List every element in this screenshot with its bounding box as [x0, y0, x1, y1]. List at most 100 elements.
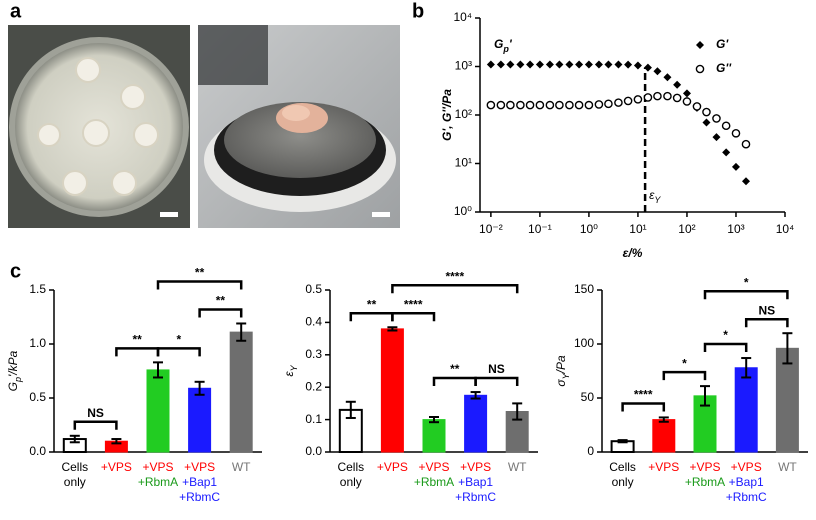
x-tick-label: 10⁰	[580, 222, 598, 236]
error-bar	[153, 361, 163, 379]
point	[643, 93, 653, 102]
significance-bracket	[391, 284, 519, 294]
point	[555, 60, 564, 69]
error-bar	[387, 326, 398, 332]
label-part: '/kPa	[6, 350, 20, 377]
yield-annotation: εY	[649, 188, 661, 205]
point	[535, 100, 545, 110]
point	[486, 60, 495, 69]
label-part: G	[6, 382, 20, 391]
error-bar	[194, 380, 205, 396]
y-tick-label: 50	[581, 390, 595, 404]
x-tick-label-line: only	[340, 475, 362, 489]
x-tick-label: +VPS +Bap1 +RbmC	[179, 460, 220, 504]
point	[623, 96, 633, 106]
label-part: /Pa	[554, 355, 568, 374]
point	[702, 118, 711, 127]
point	[604, 60, 613, 69]
point	[663, 73, 672, 82]
significance-bracket	[156, 280, 243, 290]
x-tick-label-line: +VPS	[142, 460, 173, 474]
x-tick-label-line: Cells	[609, 460, 636, 474]
significance-label: NS	[488, 362, 505, 376]
bar	[652, 419, 676, 453]
x-tick-label-line: +VPS	[460, 460, 491, 474]
photo-petri-dish	[8, 25, 190, 228]
point	[575, 60, 584, 69]
point	[526, 60, 535, 69]
x-tick-label-line: WT	[778, 460, 797, 474]
significance-label: ****	[634, 388, 653, 402]
x-tick-label: Cells only	[337, 460, 364, 489]
panel-label: c	[10, 260, 21, 282]
error-bar	[741, 357, 752, 379]
x-tick-label: WT	[508, 460, 527, 474]
x-tick-label: +VPS +RbmA	[414, 460, 454, 489]
point	[506, 60, 515, 69]
point	[584, 60, 593, 69]
error-bar	[617, 439, 628, 444]
label-part: Y	[289, 364, 299, 371]
x-tick-label-line: Cells	[61, 460, 88, 474]
x-tick-label-line: +RbmA	[138, 475, 178, 489]
error-bar	[236, 322, 247, 342]
legend-marker	[695, 64, 705, 74]
y-axis-label: Gp'/kPa	[6, 350, 23, 391]
x-tick-label: 10⁻¹	[528, 222, 552, 236]
significance-label: **	[216, 294, 226, 308]
point	[624, 60, 633, 69]
point	[535, 60, 544, 69]
y-axis-label: εY	[282, 364, 299, 376]
significance-label: *	[682, 356, 687, 370]
y-tick-label: 0.2	[305, 379, 322, 393]
significance-bracket	[703, 342, 748, 353]
x-tick-label-line: +VPS	[731, 460, 762, 474]
error-bar	[700, 385, 710, 407]
error-bar	[782, 332, 793, 365]
plateau-label: Gp'	[494, 37, 513, 54]
y-axis-label: G', G''/Pa	[440, 89, 454, 141]
y-axis-label: σY/Pa	[554, 355, 571, 387]
x-tick-label: WT	[778, 460, 797, 474]
point	[741, 139, 751, 149]
point	[653, 91, 662, 101]
significance-label: ****	[445, 269, 464, 283]
point	[516, 100, 525, 110]
label-part: '	[509, 37, 513, 51]
x-tick-label-line: +RbmC	[179, 490, 220, 504]
y-tick-label: 10¹	[455, 156, 472, 170]
significance-bracket	[156, 347, 201, 357]
point	[516, 60, 525, 69]
x-tick-label-line: +VPS	[648, 460, 679, 474]
error-bar	[111, 438, 122, 445]
significance-bracket	[703, 289, 789, 300]
error-bar	[658, 416, 669, 423]
x-tick-label-line: only	[612, 475, 634, 489]
x-tick-label: +VPS +Bap1 +RbmC	[726, 460, 767, 504]
bar	[464, 394, 488, 453]
point	[565, 100, 574, 110]
point	[682, 89, 691, 98]
x-tick-label-line: +VPS	[418, 460, 449, 474]
point	[673, 80, 682, 89]
x-tick-label: +VPS	[101, 460, 132, 474]
significance-label: *	[744, 275, 749, 289]
y-tick-label: 0.1	[305, 412, 322, 426]
y-tick-label: 0.5	[29, 390, 46, 404]
y-tick-label: 0	[587, 444, 594, 458]
bar	[188, 387, 212, 453]
x-tick-label-line: Cells	[337, 460, 364, 474]
point	[663, 91, 672, 101]
point	[633, 61, 642, 70]
point	[692, 102, 702, 111]
legend-marker	[696, 41, 704, 49]
point	[721, 121, 731, 131]
photo-rheometer	[198, 25, 400, 228]
significance-label: *	[176, 333, 181, 347]
point	[506, 100, 515, 110]
error-bar	[345, 400, 356, 419]
significance-bracket	[198, 308, 243, 318]
x-tick-label-line: +VPS	[184, 460, 215, 474]
significance-label: **	[450, 362, 460, 376]
x-tick-label-line: +RbmC	[726, 490, 767, 504]
